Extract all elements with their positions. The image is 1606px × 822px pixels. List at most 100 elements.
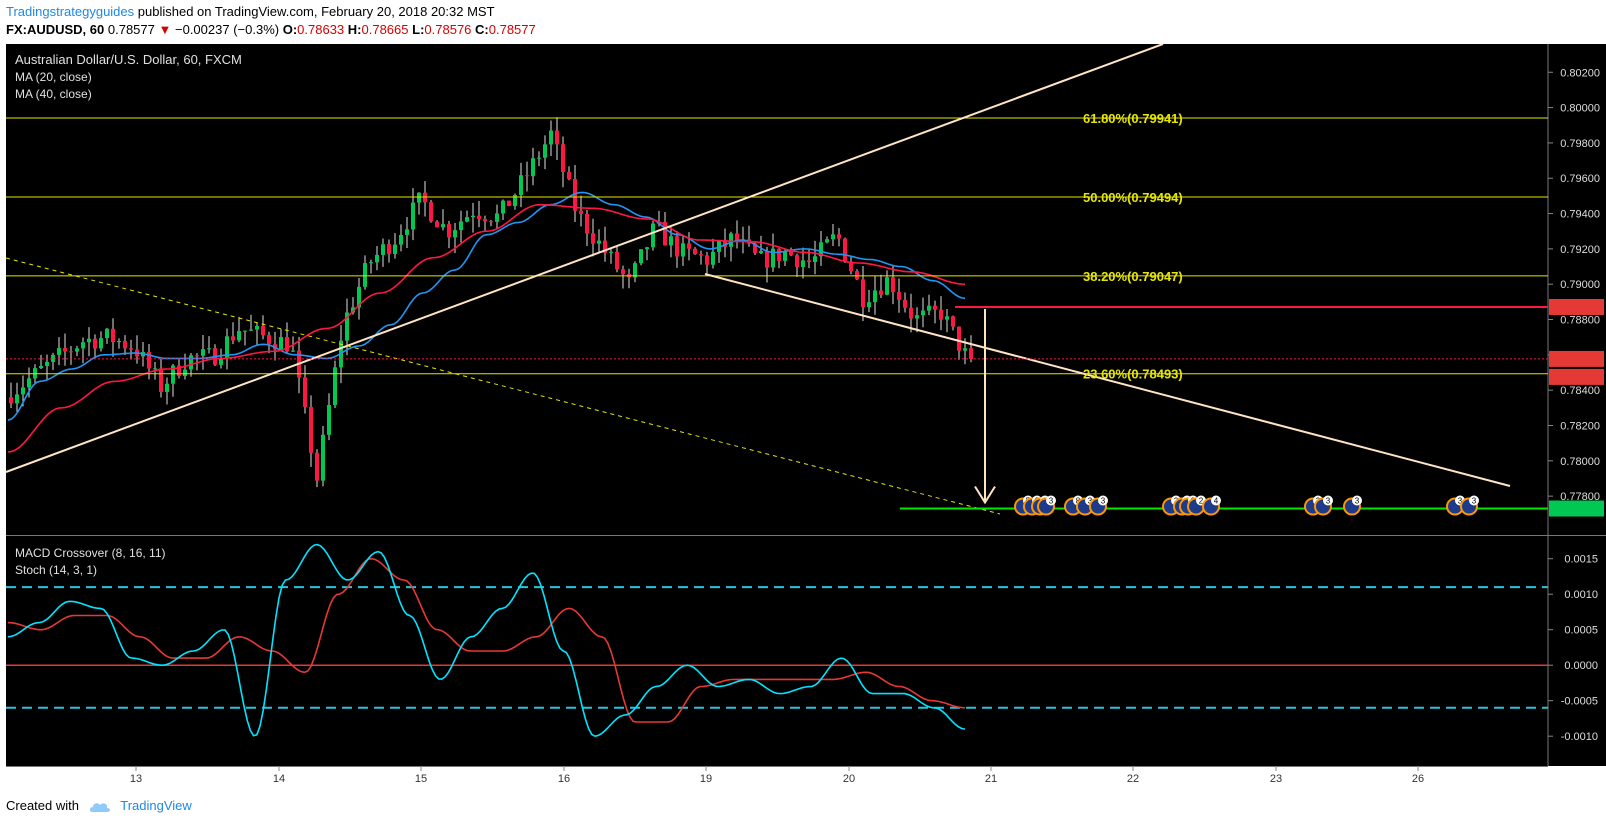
candle-body bbox=[45, 361, 49, 366]
candle-body bbox=[567, 172, 571, 180]
candle-body bbox=[723, 241, 727, 247]
candle-body bbox=[855, 271, 859, 280]
event-count-badge bbox=[1352, 495, 1362, 506]
dashed-trendline bbox=[6, 257, 1001, 515]
candle-body bbox=[615, 251, 619, 270]
candle-body bbox=[951, 316, 955, 327]
candle-body bbox=[57, 348, 61, 355]
time-tick-label: 21 bbox=[985, 773, 997, 785]
candle-body bbox=[231, 336, 235, 341]
fib-level-value: (0.79941) bbox=[1127, 111, 1183, 126]
author-link[interactable]: Tradingstrategyguides bbox=[6, 4, 135, 19]
candle-body bbox=[507, 200, 511, 207]
event-count-label: 3 bbox=[1458, 497, 1463, 506]
candle-body bbox=[477, 215, 481, 220]
candle-body bbox=[303, 377, 307, 407]
published-text: published on TradingView.com, February 2… bbox=[137, 4, 495, 19]
signal-line bbox=[7, 557, 966, 723]
candle-body bbox=[783, 251, 787, 261]
candle-body bbox=[429, 202, 433, 222]
event-count-label: 3 bbox=[1101, 497, 1106, 506]
event-count-label: 4 bbox=[1214, 497, 1219, 506]
candle-body bbox=[573, 179, 577, 211]
candle-body bbox=[249, 329, 253, 331]
price-tick-label: 0.79400 bbox=[1560, 209, 1600, 221]
candle-body bbox=[321, 434, 325, 481]
candle-body bbox=[165, 383, 169, 392]
stoch-legend: Stoch (14, 3, 1) bbox=[15, 563, 97, 577]
candle-body bbox=[441, 224, 445, 228]
price-pane[interactable] bbox=[6, 44, 1548, 535]
falling-trendline bbox=[704, 273, 1511, 487]
candle-body bbox=[453, 230, 457, 238]
created-with-text: Created with bbox=[6, 798, 79, 813]
tradingview-link[interactable]: TradingView bbox=[120, 798, 192, 813]
event-count-label: 3 bbox=[1049, 497, 1054, 506]
candle-body bbox=[765, 251, 769, 268]
candle-body bbox=[51, 354, 55, 362]
candle-body bbox=[789, 251, 793, 256]
candle-body bbox=[543, 144, 547, 158]
candle-body bbox=[9, 397, 13, 404]
candle-body bbox=[291, 350, 295, 352]
candle-body bbox=[267, 335, 271, 345]
candle-body bbox=[795, 255, 799, 267]
candle-body bbox=[93, 338, 97, 349]
symbol-label: FX:AUDUSD, 60 bbox=[6, 22, 105, 37]
candle-body bbox=[189, 355, 193, 370]
candle-body bbox=[243, 330, 247, 332]
candle-body bbox=[903, 299, 907, 308]
candle-body bbox=[597, 240, 601, 244]
candle-body bbox=[537, 157, 541, 159]
time-tick-label: 23 bbox=[1270, 773, 1282, 785]
macd-tick-label: 0.0005 bbox=[1564, 625, 1598, 637]
candle-body bbox=[357, 286, 361, 308]
resistance-price-label-bg bbox=[1549, 298, 1604, 315]
ma40-line bbox=[7, 203, 966, 453]
candle-body bbox=[459, 221, 463, 231]
macd-tick-label: -0.0010 bbox=[1561, 731, 1598, 743]
candle-body bbox=[39, 365, 43, 369]
fib-level-value: (0.79047) bbox=[1127, 269, 1183, 284]
price-axis[interactable] bbox=[1548, 44, 1606, 766]
candle-body bbox=[531, 158, 535, 177]
event-count-label: 3 bbox=[1326, 497, 1331, 506]
candle-body bbox=[411, 202, 415, 230]
candle-body bbox=[147, 352, 151, 369]
event-count-label: 2 bbox=[1199, 497, 1204, 506]
macd-tick-label: 0.0000 bbox=[1564, 660, 1598, 672]
candle-body bbox=[699, 254, 703, 256]
event-count-label: 3 bbox=[1355, 497, 1360, 506]
candle-body bbox=[195, 355, 199, 357]
event-count-badge bbox=[1323, 495, 1333, 506]
tradingview-cloud-icon bbox=[89, 802, 110, 812]
candle-body bbox=[819, 242, 823, 257]
candle-body bbox=[771, 248, 775, 268]
candle-body bbox=[885, 277, 889, 295]
candle-body bbox=[21, 387, 25, 395]
candle-body bbox=[69, 351, 73, 353]
candle-body bbox=[177, 365, 181, 377]
price-tick-label: 0.78200 bbox=[1560, 420, 1600, 432]
price-tick-label: 0.79600 bbox=[1560, 173, 1600, 185]
candle-body bbox=[405, 229, 409, 235]
candle-body bbox=[315, 452, 319, 481]
candle-body bbox=[945, 316, 949, 320]
candle-body bbox=[777, 248, 781, 261]
candle-body bbox=[15, 394, 19, 404]
fib-level-label: 50.00%(0.79494) bbox=[1083, 190, 1183, 205]
candle-body bbox=[345, 312, 349, 341]
candle-body bbox=[183, 369, 187, 377]
candle-body bbox=[579, 210, 583, 214]
candle-body bbox=[375, 254, 379, 263]
candle-body bbox=[807, 260, 811, 262]
overlays: 61.80%(0.79941)50.00%(0.79494)38.20%(0.7… bbox=[974, 111, 1604, 517]
quote-line: FX:AUDUSD, 60 0.78577 ▼ −0.00237 (−0.3%)… bbox=[6, 22, 536, 37]
high-label: H: bbox=[347, 22, 362, 37]
candle-body bbox=[381, 244, 385, 255]
candle-body bbox=[399, 234, 403, 245]
candle-body bbox=[645, 247, 649, 250]
indicator-pane[interactable] bbox=[6, 536, 1548, 766]
candle-body bbox=[969, 348, 973, 359]
